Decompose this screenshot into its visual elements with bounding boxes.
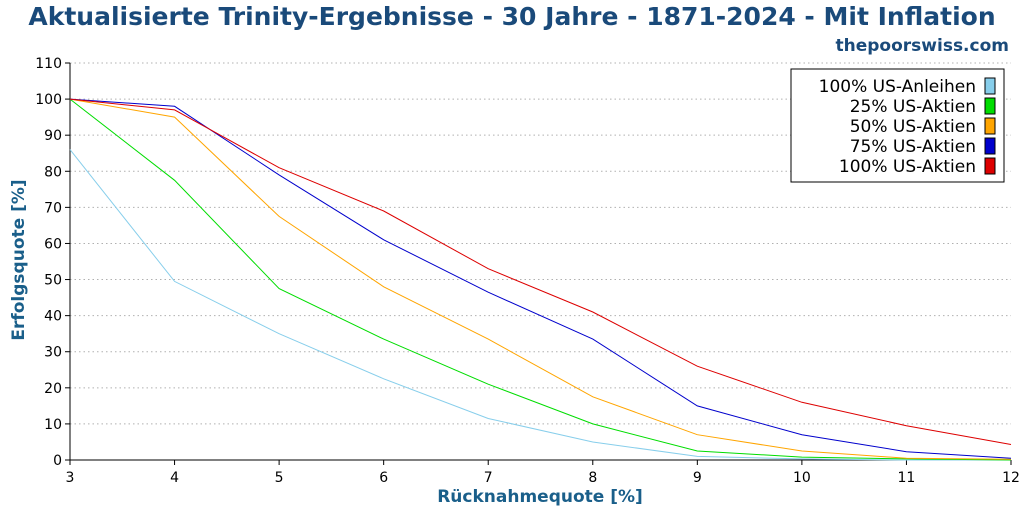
x-tick-label: 6	[379, 470, 388, 486]
y-tick-label: 30	[44, 345, 62, 361]
legend-label: 50% US-Aktien	[850, 117, 976, 137]
y-tick-label: 40	[44, 309, 62, 325]
x-tick-label: 7	[484, 470, 493, 486]
series-line-5	[69, 98, 1012, 445]
tick-labels: 0 10 20 30 40 50 60 70 80 90 100 110 3 4 5 6 7 8 9 10 11 12	[35, 56, 1020, 486]
y-axis-label: Erfolgsquote [%]	[9, 179, 29, 340]
legend-label: 100% US-Anleihen	[819, 77, 976, 97]
x-tick-label: 5	[275, 470, 284, 486]
x-tick-label: 3	[66, 470, 75, 486]
y-tick-label: 80	[44, 164, 62, 180]
y-tick-label: 0	[53, 453, 62, 469]
series-line-2	[69, 98, 1012, 461]
legend-swatch	[984, 97, 996, 115]
x-tick-label: 4	[170, 470, 179, 486]
legend-swatch	[984, 77, 996, 95]
x-axis-label: Rücknahmequote [%]	[437, 487, 643, 507]
legend-swatch	[984, 157, 996, 175]
series-line-1	[69, 149, 1011, 461]
site-credit: thepoorswiss.com	[836, 36, 1010, 56]
y-tick-label: 10	[44, 417, 62, 433]
legend-swatch	[984, 137, 996, 155]
y-tick-label: 50	[44, 273, 62, 289]
legend-swatch	[984, 117, 996, 135]
legend-label: 100% US-Aktien	[839, 157, 976, 177]
series-lines	[69, 98, 1012, 461]
y-tick-label: 20	[44, 381, 62, 397]
y-tick-label: 100	[35, 92, 62, 108]
x-tick-label: 10	[793, 470, 811, 486]
chart-title: Aktualisierte Trinity-Ergebnisse - 30 Ja…	[28, 2, 995, 31]
legend-label: 25% US-Aktien	[850, 97, 976, 117]
y-tick-label: 110	[35, 56, 62, 72]
series-line-3	[69, 98, 1012, 460]
x-tick-label: 11	[898, 470, 916, 486]
y-tick-label: 90	[44, 128, 62, 144]
series-line-4	[69, 98, 1012, 459]
x-tick-label: 8	[588, 470, 597, 486]
y-tick-label: 70	[44, 200, 62, 216]
legend-label: 75% US-Aktien	[850, 137, 976, 157]
y-tick-label: 60	[44, 236, 62, 252]
legend-box	[790, 68, 1005, 183]
axes	[65, 62, 1012, 465]
x-tick-label: 9	[693, 470, 702, 486]
x-tick-label: 12	[1002, 470, 1020, 486]
